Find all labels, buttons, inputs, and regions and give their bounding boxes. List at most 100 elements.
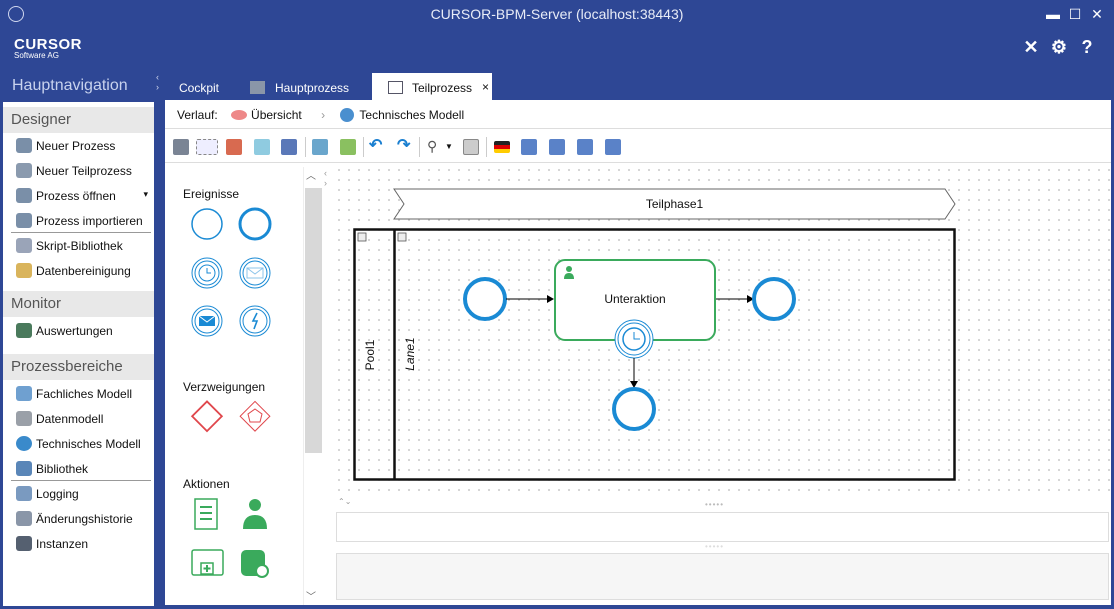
breadcrumb: Verlauf: Übersicht › Technisches Modell bbox=[165, 101, 1111, 129]
nav-label: Prozess öffnen bbox=[36, 189, 116, 203]
open-process-icon bbox=[16, 188, 32, 203]
breadcrumb-uebersicht[interactable]: Übersicht bbox=[251, 108, 302, 122]
nav-technisches-modell[interactable]: Technisches Modell bbox=[3, 432, 154, 456]
start-event-icon[interactable] bbox=[191, 208, 223, 240]
collapse-palette-toggle[interactable]: ‹ › bbox=[324, 168, 327, 188]
logging-icon bbox=[16, 486, 32, 501]
tab-label: Hauptprozess bbox=[275, 81, 350, 95]
nav-logging[interactable]: Logging bbox=[3, 482, 154, 506]
logo-text: CURSOR bbox=[14, 36, 83, 53]
grid-icon[interactable] bbox=[463, 139, 479, 155]
nav-aenderungshistorie[interactable]: Änderungshistorie bbox=[3, 507, 154, 531]
scroll-thumb[interactable] bbox=[305, 188, 322, 453]
nav-neuer-teilprozess[interactable]: Neuer Teilprozess bbox=[3, 159, 154, 183]
nav-auswertungen[interactable]: Auswertungen bbox=[3, 319, 154, 343]
database-task-icon[interactable] bbox=[241, 550, 269, 578]
tab-cockpit[interactable]: Cockpit bbox=[165, 73, 235, 100]
redo-icon[interactable]: ↷ bbox=[397, 137, 411, 154]
exclusive-gateway-icon[interactable] bbox=[190, 400, 224, 433]
process-icon bbox=[250, 81, 265, 94]
nav-prozess-importieren[interactable]: Prozess importieren bbox=[3, 209, 154, 233]
plugins-icon[interactable]: ⚙ bbox=[1050, 37, 1068, 57]
close-button[interactable]: ✕ bbox=[1091, 6, 1103, 22]
distribute-icon[interactable] bbox=[577, 139, 593, 155]
close-tab-icon[interactable]: × bbox=[482, 80, 490, 94]
nav-instanzen[interactable]: Instanzen bbox=[3, 532, 154, 556]
element-palette: Ereignisse Verzweigungen Aktionen bbox=[165, 165, 322, 605]
select-area-icon[interactable] bbox=[196, 139, 218, 155]
nav-bibliothek[interactable]: Bibliothek bbox=[3, 457, 154, 481]
image-export-icon[interactable] bbox=[254, 139, 270, 155]
properties-icon[interactable] bbox=[312, 139, 328, 155]
maximize-button[interactable]: ☐ bbox=[1068, 6, 1082, 22]
nav-label: Skript-Bibliothek bbox=[36, 239, 123, 253]
minimize-button[interactable]: ▬ bbox=[1046, 6, 1060, 22]
save-process-icon[interactable] bbox=[173, 139, 189, 155]
nav-label: Technisches Modell bbox=[36, 437, 141, 451]
end-event-icon[interactable] bbox=[238, 207, 272, 241]
library-icon bbox=[16, 461, 32, 476]
align-middle-icon[interactable] bbox=[549, 139, 565, 155]
diagram-canvas[interactable] bbox=[334, 165, 1111, 497]
language-de-icon[interactable] bbox=[494, 141, 510, 153]
import-process-icon bbox=[16, 213, 32, 228]
splitter-handle[interactable]: ••••• bbox=[705, 500, 725, 509]
nav-label: Prozess importieren bbox=[36, 214, 143, 228]
script-task-icon[interactable] bbox=[194, 498, 218, 530]
nav-neuer-prozess[interactable]: Neuer Prozess bbox=[3, 134, 154, 158]
delete-icon[interactable] bbox=[226, 139, 242, 155]
breadcrumb-label: Verlauf: bbox=[177, 108, 218, 122]
align-right-icon[interactable] bbox=[605, 139, 621, 155]
reports-icon bbox=[16, 323, 32, 338]
eye-icon bbox=[231, 110, 248, 120]
zoom-dropdown-icon[interactable]: ▼ bbox=[445, 142, 453, 151]
section-prozessbereiche: Prozessbereiche bbox=[3, 354, 154, 380]
message-catch-event-icon[interactable] bbox=[239, 257, 271, 289]
chevron-down-icon[interactable]: ▾ bbox=[143, 189, 148, 199]
divider bbox=[11, 480, 151, 481]
nav-fachliches-modell[interactable]: Fachliches Modell bbox=[3, 382, 154, 406]
splitter-handle[interactable]: ••••• bbox=[705, 542, 725, 551]
nav-label: Bibliothek bbox=[36, 462, 89, 476]
tab-hauptprozess[interactable]: Hauptprozess bbox=[236, 73, 371, 100]
event-gateway-icon[interactable] bbox=[239, 400, 271, 432]
scroll-up-icon[interactable]: ︿ bbox=[306, 171, 316, 182]
tools-icon[interactable]: ✕ bbox=[1023, 37, 1039, 57]
divider bbox=[11, 232, 151, 233]
nav-label: Instanzen bbox=[36, 537, 89, 551]
lane-label: Lane1 bbox=[403, 337, 417, 371]
business-model-icon bbox=[16, 386, 32, 401]
collapse-sidebar-toggle[interactable]: ‹ › bbox=[156, 72, 159, 92]
zoom-icon[interactable]: ⚲ bbox=[427, 138, 438, 154]
help-button[interactable]: ? bbox=[1081, 37, 1093, 57]
nav-prozess-oeffnen[interactable]: Prozess öffnen ▾ bbox=[3, 184, 154, 208]
nav-label: Neuer Teilprozess bbox=[36, 164, 132, 178]
panel-expand-toggle[interactable]: ⌃⌄ bbox=[338, 497, 352, 506]
tab-label: Teilprozess bbox=[412, 81, 473, 95]
tab-teilprozess[interactable]: Teilprozess × bbox=[372, 73, 492, 100]
breadcrumb-technisches-modell[interactable]: Technisches Modell bbox=[359, 108, 465, 122]
navigation-title: Hauptnavigation bbox=[3, 68, 154, 102]
nav-datenbereinigung[interactable]: Datenbereinigung bbox=[3, 259, 154, 283]
error-event-icon[interactable] bbox=[239, 305, 271, 337]
validate-icon[interactable] bbox=[340, 139, 356, 155]
nav-datenmodell[interactable]: Datenmodell bbox=[3, 407, 154, 431]
timer-event-icon[interactable] bbox=[191, 257, 223, 289]
app-icon bbox=[8, 6, 24, 22]
palette-group-aktionen: Aktionen bbox=[183, 477, 230, 491]
user-task-icon[interactable] bbox=[243, 499, 267, 529]
phase-label: Teilphase1 bbox=[645, 197, 704, 211]
subprocess-task-icon[interactable] bbox=[191, 549, 224, 576]
word-export-icon[interactable] bbox=[281, 139, 297, 155]
palette-scrollbar[interactable]: ︿ ﹀ bbox=[303, 167, 322, 605]
message-throw-event-icon[interactable] bbox=[191, 305, 223, 337]
new-process-icon bbox=[16, 138, 32, 153]
scroll-down-icon[interactable]: ﹀ bbox=[306, 592, 316, 603]
align-top-icon[interactable] bbox=[521, 139, 537, 155]
undo-icon[interactable]: ↶ bbox=[369, 137, 383, 154]
nav-label: Datenmodell bbox=[36, 412, 104, 426]
nav-label: Datenbereinigung bbox=[36, 264, 131, 278]
nav-skript-bibliothek[interactable]: Skript-Bibliothek bbox=[3, 234, 154, 258]
nav-label: Fachliches Modell bbox=[36, 387, 133, 401]
nav-label: Logging bbox=[36, 487, 79, 501]
